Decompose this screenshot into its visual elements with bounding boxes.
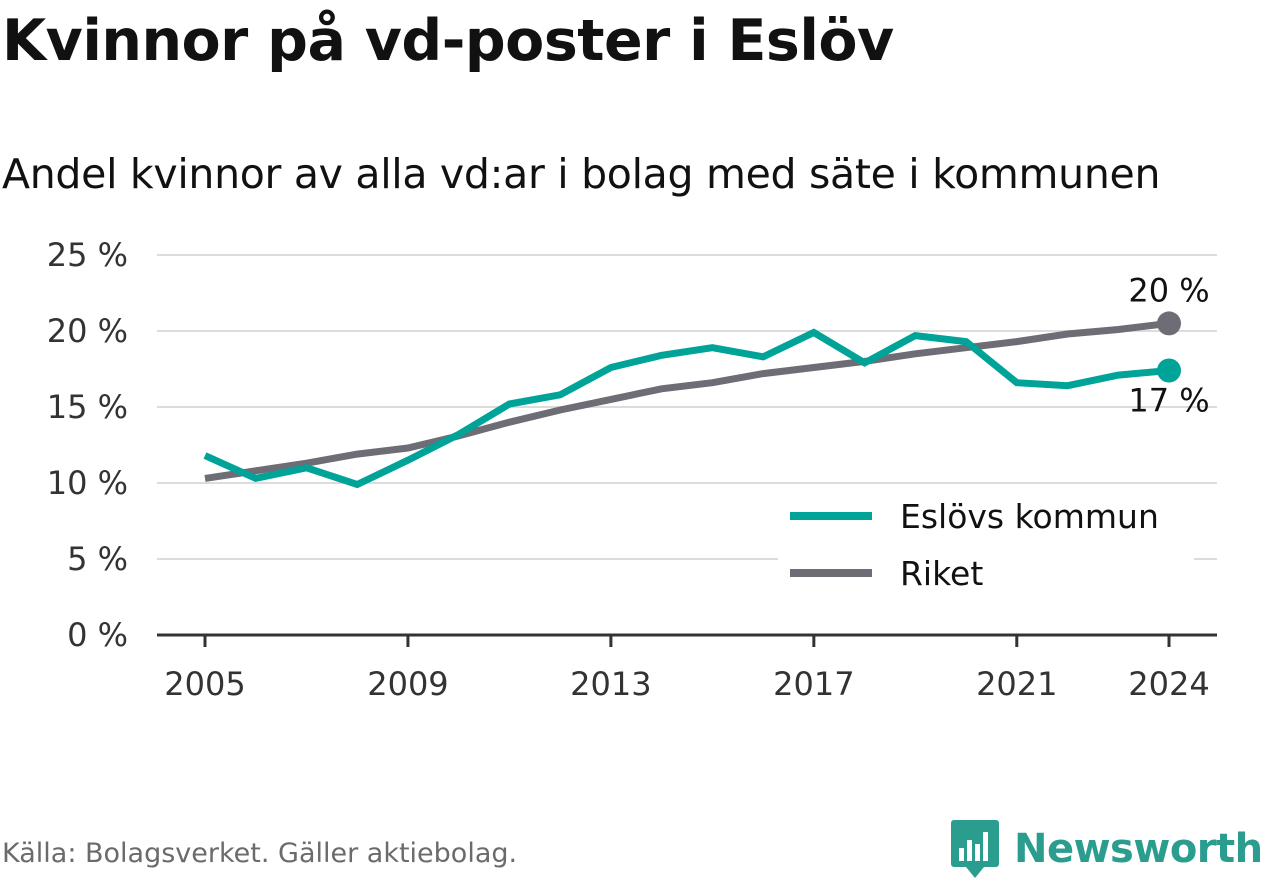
x-tick-label-2013: 2013	[570, 665, 651, 703]
source-note: Källa: Bolagsverket. Gäller aktiebolag.	[2, 838, 518, 869]
x-axis-ticks: 2005 2009 2013 2017 2021 2024	[164, 635, 1210, 703]
x-tick-label-2005: 2005	[164, 665, 245, 703]
legend-box	[778, 484, 1194, 602]
brand-name: Newsworthy	[1014, 826, 1262, 872]
y-axis-ticks: 0 % 5 % 10 % 15 % 20 % 25 %	[47, 236, 128, 654]
series-end-point-1	[1157, 311, 1181, 336]
y-tick-label-25: 25 %	[47, 236, 128, 274]
series-line-1	[204, 319, 1170, 482]
y-tick-label-5: 5 %	[67, 540, 128, 578]
series-end-point-0	[1157, 358, 1181, 383]
y-tick-label-20: 20 %	[47, 312, 128, 350]
y-tick-label-10: 10 %	[47, 464, 128, 502]
x-tick-label-2021: 2021	[976, 665, 1057, 703]
end-labels: 20 % 17 %	[1128, 271, 1209, 419]
series-lines	[203, 311, 1181, 489]
end-label-riket: 20 %	[1128, 271, 1209, 309]
x-tick-label-2009: 2009	[367, 665, 448, 703]
series-line-0	[203, 328, 1170, 489]
newsworthy-logo-icon	[951, 820, 999, 878]
brand-logo: Newsworthy	[950, 818, 1262, 880]
legend: Eslövs kommun Riket	[778, 484, 1194, 602]
legend-label-1: Riket	[900, 554, 983, 593]
gridlines	[157, 254, 1217, 637]
x-tick-label-2024: 2024	[1128, 665, 1209, 703]
chart-subtitle: Andel kvinnor av alla vd:ar i bolag med …	[2, 150, 1161, 198]
end-label-eslov: 17 %	[1128, 382, 1209, 420]
legend-label-0: Eslövs kommun	[900, 497, 1159, 536]
chart-title: Kvinnor på vd-poster i Eslöv	[2, 8, 894, 74]
y-tick-label-0: 0 %	[67, 616, 128, 654]
x-tick-label-2017: 2017	[773, 665, 854, 703]
y-tick-label-15: 15 %	[47, 388, 128, 426]
